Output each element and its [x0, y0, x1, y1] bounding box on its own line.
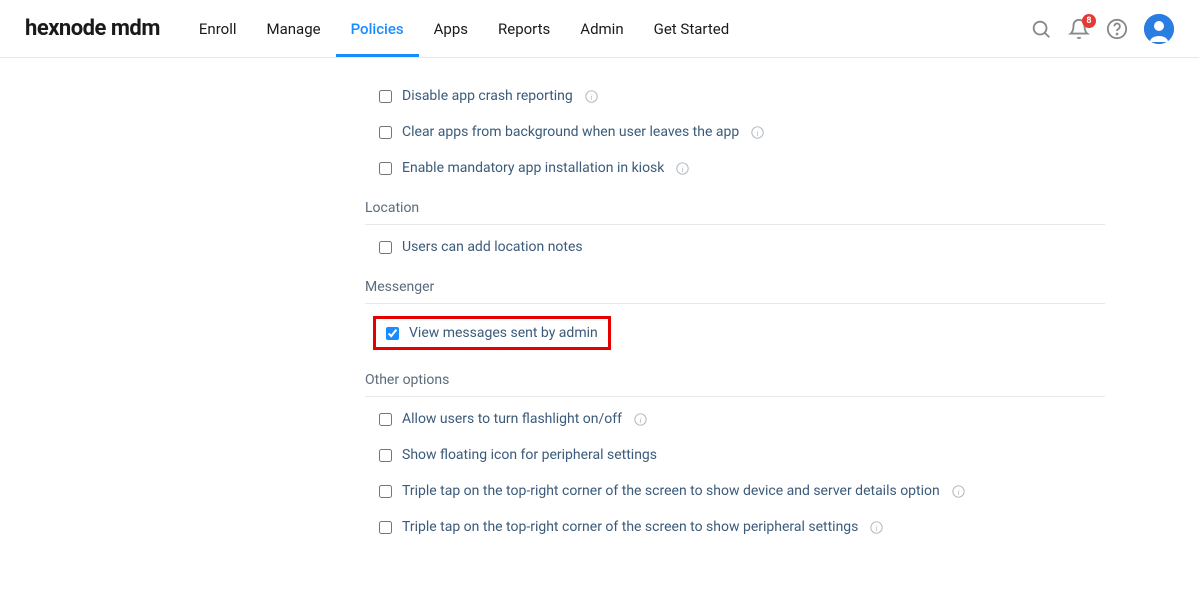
nav-policies[interactable]: Policies — [336, 2, 419, 56]
help-icon[interactable] — [1106, 18, 1128, 40]
svg-text:i: i — [639, 415, 641, 424]
section-heading-location: Location — [365, 186, 1105, 225]
svg-text:i: i — [957, 487, 959, 496]
info-icon[interactable]: i — [952, 485, 965, 498]
option-location-notes: Users can add location notes — [365, 229, 1105, 265]
option-flashlight: Allow users to turn flashlight on/off i — [365, 401, 1105, 437]
user-avatar[interactable] — [1144, 14, 1174, 44]
info-icon[interactable]: i — [870, 521, 883, 534]
checkbox-triple-tap-device-details[interactable] — [379, 485, 392, 498]
checkbox-floating-icon[interactable] — [379, 449, 392, 462]
option-mandatory-app-install: Enable mandatory app installation in kio… — [365, 150, 1105, 186]
topbar-left-group: hexnode mdm Enroll Manage Policies Apps … — [25, 2, 744, 56]
svg-text:i: i — [757, 128, 759, 137]
label-location-notes[interactable]: Users can add location notes — [402, 239, 583, 255]
nav-get-started[interactable]: Get Started — [639, 2, 745, 56]
label-triple-tap-device-details[interactable]: Triple tap on the top-right corner of th… — [402, 483, 940, 499]
label-mandatory-app-install[interactable]: Enable mandatory app installation in kio… — [402, 160, 664, 176]
svg-text:i: i — [682, 164, 684, 173]
info-icon[interactable]: i — [634, 413, 647, 426]
nav-apps[interactable]: Apps — [419, 2, 483, 56]
svg-text:i: i — [590, 92, 592, 101]
app-logo[interactable]: hexnode mdm — [25, 16, 160, 41]
option-floating-icon: Show floating icon for peripheral settin… — [365, 437, 1105, 473]
checkbox-flashlight[interactable] — [379, 413, 392, 426]
label-triple-tap-peripheral[interactable]: Triple tap on the top-right corner of th… — [402, 519, 858, 535]
checkbox-mandatory-app-install[interactable] — [379, 162, 392, 175]
label-view-messages[interactable]: View messages sent by admin — [409, 325, 598, 341]
label-flashlight[interactable]: Allow users to turn flashlight on/off — [402, 411, 622, 427]
checkbox-triple-tap-peripheral[interactable] — [379, 521, 392, 534]
section-heading-other: Other options — [365, 358, 1105, 397]
highlighted-option-view-messages: View messages sent by admin — [373, 316, 611, 350]
label-disable-crash-reporting[interactable]: Disable app crash reporting — [402, 88, 573, 104]
section-heading-messenger: Messenger — [365, 265, 1105, 304]
page-content: Disable app crash reporting i Clear apps… — [0, 58, 1199, 595]
notification-badge: 8 — [1082, 14, 1096, 28]
settings-block: Disable app crash reporting i Clear apps… — [365, 78, 1105, 545]
main-nav: Enroll Manage Policies Apps Reports Admi… — [184, 2, 744, 56]
nav-manage[interactable]: Manage — [252, 2, 336, 56]
nav-enroll[interactable]: Enroll — [184, 2, 252, 56]
info-icon[interactable]: i — [585, 90, 598, 103]
info-icon[interactable]: i — [676, 162, 689, 175]
option-triple-tap-device-details: Triple tap on the top-right corner of th… — [365, 473, 1105, 509]
option-clear-background-apps: Clear apps from background when user lea… — [365, 114, 1105, 150]
option-triple-tap-peripheral: Triple tap on the top-right corner of th… — [365, 509, 1105, 545]
checkbox-disable-crash-reporting[interactable] — [379, 90, 392, 103]
nav-reports[interactable]: Reports — [483, 2, 565, 56]
notifications-icon[interactable]: 8 — [1068, 18, 1090, 40]
policy-panel: Disable app crash reporting i Clear apps… — [35, 78, 1164, 565]
info-icon[interactable]: i — [751, 126, 764, 139]
option-disable-crash-reporting: Disable app crash reporting i — [365, 78, 1105, 114]
checkbox-clear-background-apps[interactable] — [379, 126, 392, 139]
label-floating-icon[interactable]: Show floating icon for peripheral settin… — [402, 447, 657, 463]
checkbox-view-messages[interactable] — [386, 327, 399, 340]
topbar-right-group: 8 — [1030, 14, 1174, 44]
checkbox-location-notes[interactable] — [379, 241, 392, 254]
search-icon[interactable] — [1030, 18, 1052, 40]
nav-admin[interactable]: Admin — [565, 2, 638, 56]
svg-text:i: i — [876, 523, 878, 532]
top-navigation-bar: hexnode mdm Enroll Manage Policies Apps … — [0, 0, 1199, 58]
label-clear-background-apps[interactable]: Clear apps from background when user lea… — [402, 124, 739, 140]
